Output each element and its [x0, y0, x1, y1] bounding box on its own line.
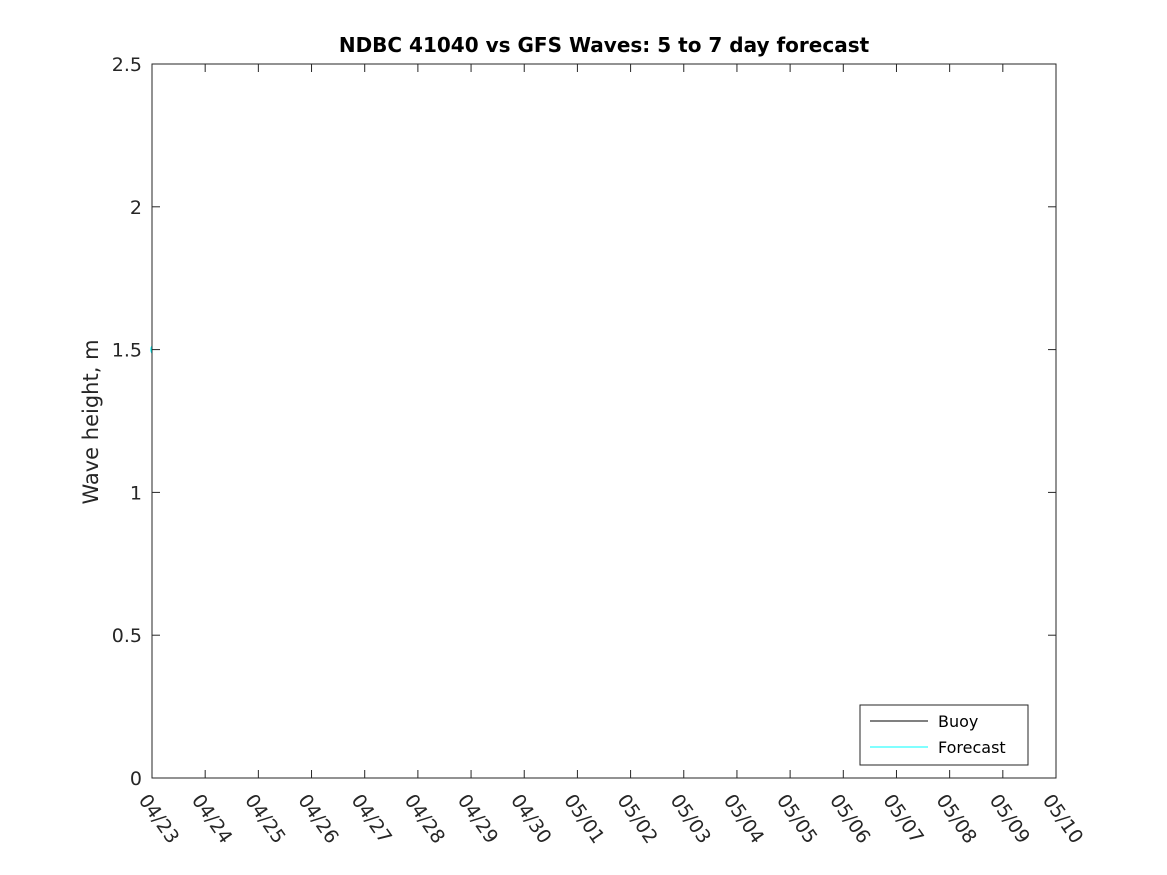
y-tick-label: 0.5	[112, 625, 142, 647]
legend: Buoy Forecast	[859, 704, 1029, 766]
legend-box	[859, 704, 1029, 766]
y-axis-label: Wave height, m	[79, 339, 103, 504]
legend-label: Buoy	[938, 712, 978, 731]
chart-title: NDBC 41040 vs GFS Waves: 5 to 7 day fore…	[339, 33, 870, 57]
y-tick-label: 1	[130, 482, 142, 504]
y-tick-label: 1.5	[112, 340, 142, 362]
y-tick-label: 0	[130, 768, 142, 790]
legend-label: Forecast	[938, 738, 1006, 757]
y-tick-label: 2	[130, 197, 142, 219]
y-tick-label: 2.5	[112, 54, 142, 76]
axes-box	[151, 63, 1057, 779]
